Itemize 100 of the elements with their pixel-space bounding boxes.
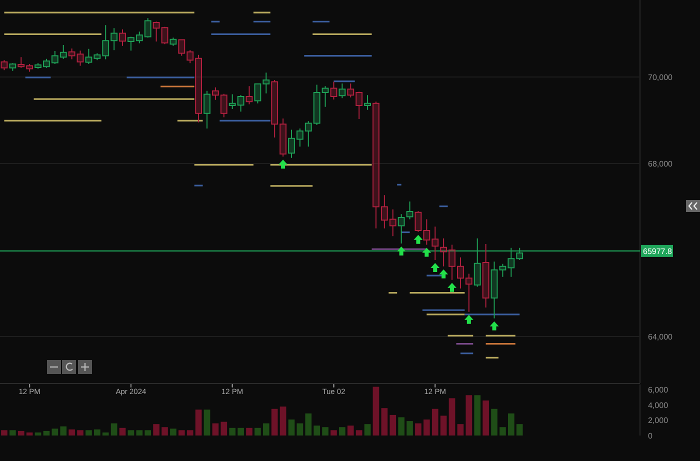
candlestick xyxy=(364,94,371,110)
y-tick-label: 2,000 xyxy=(648,416,669,426)
candlestick xyxy=(136,31,143,44)
candlestick xyxy=(237,94,244,112)
bar xyxy=(347,426,354,436)
candlestick xyxy=(304,120,312,148)
y-tick-label: 68,000 xyxy=(648,159,674,168)
y-tick-label: 6,000 xyxy=(648,386,669,395)
bar xyxy=(68,429,75,436)
bar xyxy=(364,424,371,436)
candlestick xyxy=(85,48,92,65)
candlestick xyxy=(186,50,194,64)
candlestick xyxy=(398,214,405,244)
bar xyxy=(170,428,176,436)
candlestick xyxy=(296,128,304,148)
bar xyxy=(424,420,430,436)
candlestick xyxy=(18,56,25,68)
bar xyxy=(212,423,219,436)
candlestick xyxy=(288,129,295,158)
bar xyxy=(440,416,447,436)
candlestick xyxy=(0,60,8,71)
bar xyxy=(10,430,16,436)
candlestick xyxy=(414,210,422,232)
candlestick xyxy=(499,263,506,278)
candlestick xyxy=(313,84,320,126)
bar xyxy=(43,430,50,436)
candlestick xyxy=(26,64,34,72)
bar xyxy=(482,400,489,436)
bar xyxy=(398,417,404,436)
bar xyxy=(128,430,134,436)
bar xyxy=(296,423,304,436)
bar xyxy=(220,422,228,436)
candlestick xyxy=(406,201,414,220)
bar xyxy=(356,430,362,436)
bar xyxy=(508,413,514,436)
candlestick xyxy=(102,24,110,60)
candlestick xyxy=(43,58,50,68)
candlestick xyxy=(380,194,388,229)
bar xyxy=(60,426,67,436)
bar xyxy=(86,430,92,436)
bar xyxy=(119,428,126,436)
bar xyxy=(94,429,100,436)
candlestick xyxy=(280,118,286,158)
candlestick xyxy=(34,62,42,70)
candlestick xyxy=(271,80,278,138)
bar xyxy=(381,408,388,436)
candlestick xyxy=(178,38,186,56)
bar xyxy=(432,408,438,436)
candlestick xyxy=(152,21,160,42)
candlestick xyxy=(432,226,439,260)
candlestick xyxy=(508,247,515,278)
candlestick xyxy=(144,18,152,38)
candlestick xyxy=(204,90,210,129)
candlestick xyxy=(228,94,236,110)
candlestick xyxy=(423,218,430,246)
candlestick xyxy=(347,82,354,98)
bar xyxy=(1,430,8,436)
bar xyxy=(415,423,422,436)
candlestick xyxy=(246,86,253,105)
bar xyxy=(254,428,261,436)
bar xyxy=(178,430,185,436)
bar xyxy=(314,426,320,436)
candlestick xyxy=(119,28,126,46)
bar xyxy=(195,410,202,436)
candlestick xyxy=(338,82,346,99)
bar xyxy=(77,430,84,436)
y-tick-label: 0 xyxy=(648,431,653,440)
candlestick xyxy=(356,91,363,120)
bar xyxy=(204,410,210,436)
y-tick-label: 64,000 xyxy=(648,332,674,342)
y-tick-label: 4,000 xyxy=(648,400,669,410)
bar xyxy=(18,430,24,436)
ref-line-label: 65977.8 xyxy=(643,246,672,256)
bar xyxy=(34,432,42,436)
candlestick xyxy=(128,36,134,52)
bar xyxy=(406,421,413,436)
bar xyxy=(162,427,168,436)
candlestick xyxy=(482,243,490,308)
candlestick xyxy=(330,81,338,100)
bar xyxy=(246,428,252,436)
bar xyxy=(288,420,295,436)
bar xyxy=(372,386,380,436)
y-tick-label: 70,000 xyxy=(648,72,674,82)
bar xyxy=(102,432,109,436)
candlestick xyxy=(322,86,329,108)
bar xyxy=(516,424,523,436)
bar xyxy=(474,395,481,436)
bar xyxy=(457,424,464,436)
candlestick xyxy=(474,238,481,288)
bar xyxy=(448,398,456,436)
candlestick xyxy=(110,28,118,51)
bar xyxy=(500,427,506,436)
candlestick xyxy=(440,238,448,267)
bar xyxy=(466,395,472,436)
candlestick xyxy=(220,93,228,118)
bar xyxy=(390,414,396,436)
bar xyxy=(229,428,236,436)
candlestick xyxy=(161,26,168,45)
candlestick xyxy=(389,208,396,237)
candlestick xyxy=(94,52,101,61)
